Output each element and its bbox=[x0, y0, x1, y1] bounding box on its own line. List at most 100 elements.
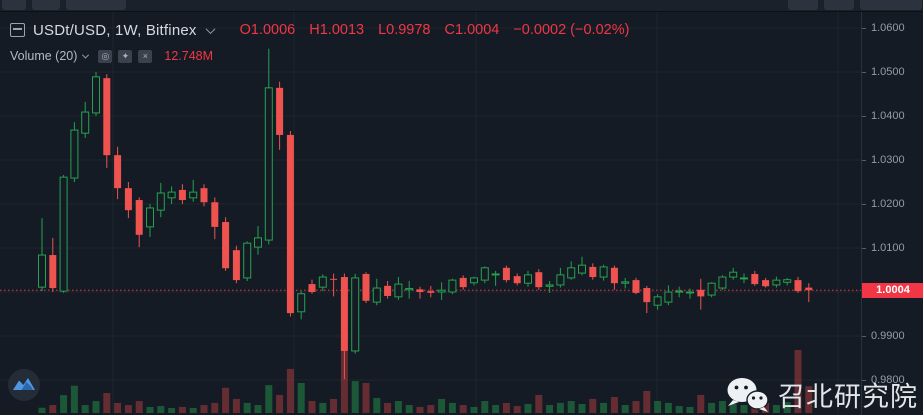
candle[interactable] bbox=[653, 294, 662, 310]
candle[interactable] bbox=[502, 265, 510, 283]
volume-hide-icon[interactable]: ◎ bbox=[98, 49, 113, 63]
candle[interactable] bbox=[578, 256, 586, 276]
symbol-title[interactable]: USDt/USD, 1W, Bitfinex bbox=[33, 21, 197, 39]
candle[interactable] bbox=[286, 130, 294, 317]
candle[interactable] bbox=[459, 275, 467, 290]
volume-bar bbox=[340, 351, 348, 413]
candle[interactable] bbox=[524, 270, 532, 287]
candle[interactable] bbox=[372, 278, 381, 306]
candle[interactable] bbox=[513, 273, 521, 286]
candle[interactable] bbox=[599, 264, 608, 281]
candle[interactable] bbox=[470, 276, 478, 286]
candle[interactable] bbox=[416, 286, 424, 299]
candle[interactable] bbox=[351, 273, 360, 354]
candle[interactable] bbox=[545, 281, 554, 293]
candle[interactable] bbox=[59, 174, 68, 293]
volume-bar bbox=[762, 402, 770, 413]
candle[interactable] bbox=[232, 245, 240, 284]
tradingview-logo[interactable] bbox=[7, 368, 41, 402]
candle[interactable] bbox=[340, 273, 348, 380]
volume-bar bbox=[783, 402, 791, 413]
candle[interactable] bbox=[156, 182, 165, 218]
toolbar-button[interactable] bbox=[824, 0, 854, 10]
volume-bar bbox=[38, 407, 46, 413]
candle[interactable] bbox=[783, 277, 792, 286]
candle[interactable] bbox=[114, 146, 122, 200]
candle[interactable] bbox=[567, 261, 576, 280]
candle[interactable] bbox=[718, 275, 727, 290]
candle[interactable] bbox=[189, 179, 198, 202]
candle[interactable] bbox=[697, 278, 705, 310]
chevron-down-icon[interactable] bbox=[205, 23, 216, 34]
volume-settings-icon[interactable]: ✦ bbox=[118, 49, 133, 63]
toolbar-button[interactable] bbox=[66, 0, 126, 10]
toolbar-button[interactable] bbox=[2, 0, 26, 10]
candle[interactable] bbox=[794, 277, 802, 293]
candle[interactable] bbox=[318, 274, 327, 292]
candle[interactable] bbox=[81, 101, 90, 138]
candle[interactable] bbox=[200, 184, 208, 207]
volume-bar bbox=[600, 402, 608, 413]
candle[interactable] bbox=[49, 237, 57, 292]
volume-indicator-label[interactable]: Volume (20) bbox=[10, 49, 78, 63]
candle[interactable] bbox=[405, 281, 414, 299]
chevron-down-icon[interactable] bbox=[82, 51, 90, 59]
volume-bar bbox=[654, 401, 662, 413]
candle[interactable] bbox=[675, 286, 684, 298]
volume-bar bbox=[708, 402, 716, 413]
candle[interactable] bbox=[146, 204, 154, 237]
candle[interactable] bbox=[437, 282, 446, 300]
candle[interactable] bbox=[491, 270, 500, 286]
candle[interactable] bbox=[384, 281, 392, 299]
candle[interactable] bbox=[362, 272, 370, 303]
candle[interactable] bbox=[772, 276, 781, 288]
candle[interactable] bbox=[211, 197, 219, 240]
volume-bar bbox=[178, 406, 186, 413]
candle[interactable] bbox=[264, 48, 273, 245]
candle[interactable] bbox=[427, 285, 435, 298]
price-axis[interactable]: 1.0004 1.0600 1.0500 1.0400 1.0300 1.0200 1.0… bbox=[861, 12, 923, 415]
volume-bar bbox=[373, 398, 381, 413]
candle[interactable] bbox=[632, 277, 640, 295]
candle[interactable] bbox=[480, 266, 489, 284]
candle[interactable] bbox=[124, 182, 132, 219]
candle[interactable] bbox=[222, 217, 230, 271]
candle[interactable] bbox=[243, 241, 252, 281]
candle[interactable] bbox=[308, 279, 316, 294]
candle[interactable] bbox=[686, 288, 694, 299]
candle[interactable] bbox=[535, 269, 543, 290]
candle[interactable] bbox=[805, 283, 813, 303]
candle[interactable] bbox=[729, 267, 738, 280]
toolbar-button[interactable] bbox=[788, 0, 818, 10]
candle[interactable] bbox=[103, 74, 111, 168]
candle[interactable] bbox=[135, 197, 143, 248]
candle[interactable] bbox=[70, 122, 79, 182]
candle[interactable] bbox=[276, 81, 284, 150]
candle[interactable] bbox=[664, 285, 673, 306]
candle[interactable] bbox=[610, 265, 618, 290]
symbol-menu-icon[interactable] bbox=[10, 23, 25, 37]
volume-remove-icon[interactable]: × bbox=[138, 49, 153, 63]
candle[interactable] bbox=[448, 278, 457, 295]
candle[interactable] bbox=[297, 291, 306, 320]
candle[interactable] bbox=[167, 186, 176, 204]
candle[interactable] bbox=[589, 263, 597, 280]
candle[interactable] bbox=[556, 267, 565, 288]
candle[interactable] bbox=[38, 218, 46, 292]
candle[interactable] bbox=[394, 277, 403, 300]
candle[interactable] bbox=[707, 282, 716, 298]
candle[interactable] bbox=[621, 277, 630, 289]
candle[interactable] bbox=[643, 285, 651, 314]
toolbar-button[interactable] bbox=[32, 0, 60, 10]
candle[interactable] bbox=[254, 226, 262, 255]
candle[interactable] bbox=[751, 270, 759, 286]
candle[interactable] bbox=[740, 273, 748, 284]
toolbar-button[interactable] bbox=[860, 0, 922, 10]
volume-bar bbox=[265, 385, 273, 413]
volume-bar bbox=[470, 406, 478, 413]
candle[interactable] bbox=[178, 184, 186, 204]
candle[interactable] bbox=[330, 273, 338, 297]
candle[interactable] bbox=[762, 277, 770, 288]
candle[interactable] bbox=[92, 72, 100, 116]
